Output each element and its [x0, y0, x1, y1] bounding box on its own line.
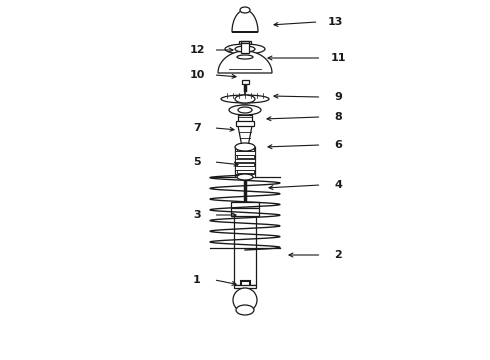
Ellipse shape [238, 107, 252, 113]
Ellipse shape [236, 305, 254, 315]
Bar [235, 166, 255, 170]
Text: 13: 13 [327, 17, 343, 27]
Bar [231, 208, 259, 216]
Bar [235, 152, 255, 154]
Polygon shape [238, 126, 252, 144]
Ellipse shape [225, 44, 265, 54]
Ellipse shape [229, 53, 261, 61]
Text: 3: 3 [193, 210, 201, 220]
Text: 9: 9 [334, 92, 342, 102]
Text: 8: 8 [334, 112, 342, 122]
Bar [235, 174, 255, 177]
Bar [237, 170, 253, 173]
Bar [237, 148, 253, 151]
Ellipse shape [240, 7, 250, 13]
Text: 11: 11 [330, 53, 346, 63]
Circle shape [233, 288, 257, 312]
Text: 4: 4 [334, 180, 342, 190]
Bar [238, 115, 252, 123]
Ellipse shape [235, 143, 255, 151]
Ellipse shape [229, 105, 261, 115]
Polygon shape [218, 51, 272, 73]
Polygon shape [232, 10, 258, 32]
Bar [237, 163, 253, 166]
Text: 12: 12 [189, 45, 205, 55]
Ellipse shape [235, 46, 255, 52]
Bar [237, 155, 253, 158]
Ellipse shape [221, 95, 269, 103]
Text: 1: 1 [193, 275, 201, 285]
Ellipse shape [237, 174, 253, 180]
Bar [236, 121, 254, 126]
Text: 2: 2 [334, 250, 342, 260]
Ellipse shape [235, 95, 255, 103]
Text: 5: 5 [193, 157, 201, 167]
Ellipse shape [237, 55, 253, 59]
Polygon shape [236, 105, 254, 115]
Bar [239, 40, 251, 45]
Bar [234, 285, 256, 288]
Text: 6: 6 [334, 140, 342, 150]
Bar [234, 208, 256, 285]
Bar [241, 43, 249, 53]
Text: 10: 10 [189, 70, 205, 80]
Bar [241, 41, 249, 45]
Text: 7: 7 [193, 123, 201, 133]
Bar [242, 80, 248, 84]
Bar [231, 202, 259, 208]
Bar [235, 159, 255, 162]
